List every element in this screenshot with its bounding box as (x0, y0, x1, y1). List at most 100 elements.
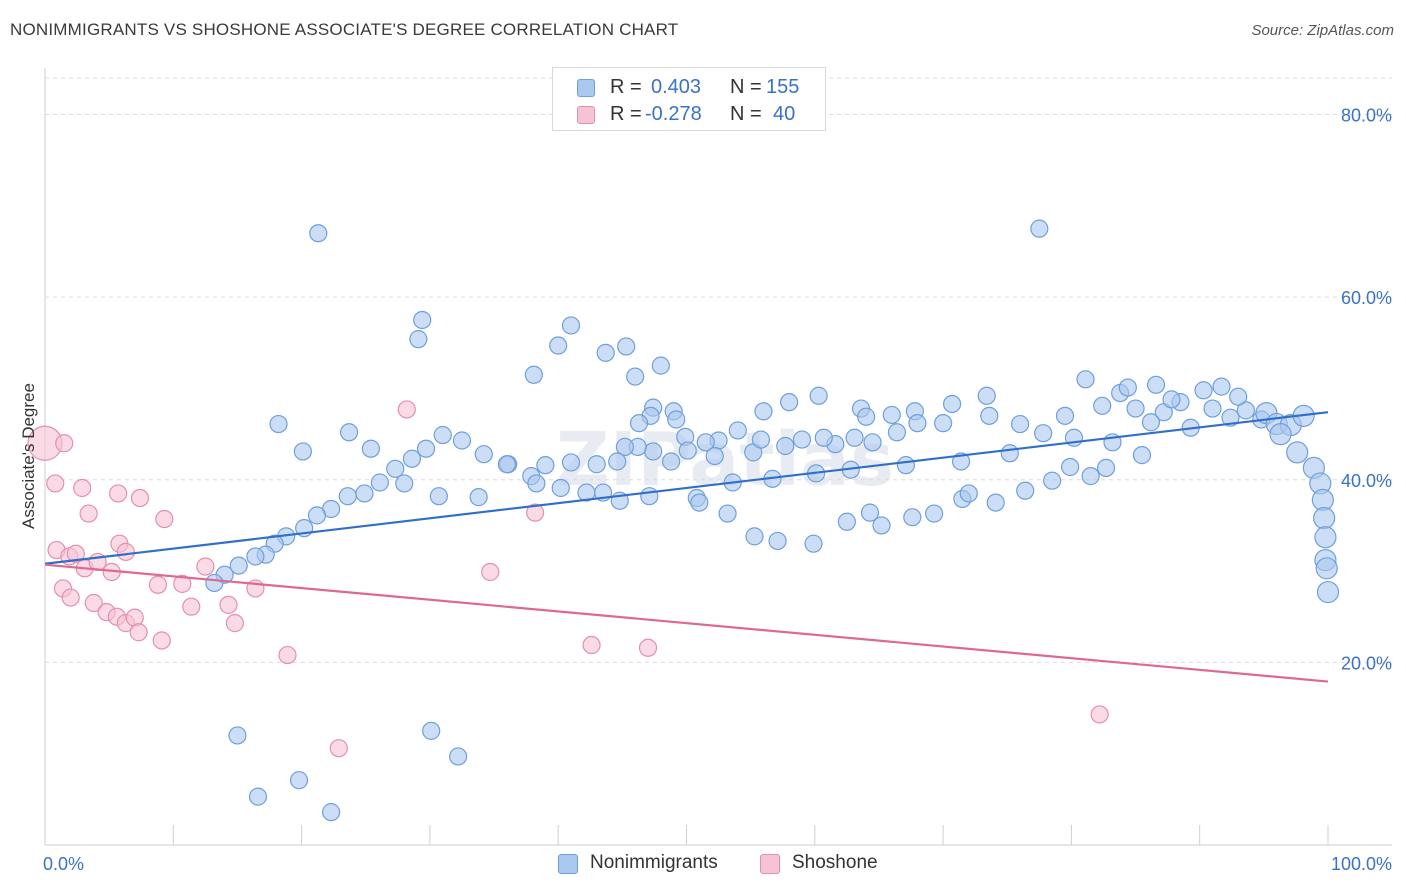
nonimmigrants-point (942, 394, 962, 414)
shoshone-point (152, 631, 171, 650)
shoshone-point (219, 595, 238, 614)
nonimmigrants-point (608, 452, 627, 471)
nonimmigrants-point (422, 721, 441, 740)
nonimmigrants-point (662, 452, 681, 471)
legend-label: Shoshone (792, 852, 878, 873)
nonimmigrants-point (307, 506, 327, 525)
nonimmigrants-point (248, 787, 268, 806)
nonimmigrants-point (474, 445, 493, 464)
nonimmigrants-point (792, 430, 812, 449)
nonimmigrants-point (751, 430, 771, 449)
shoshone-point (109, 484, 128, 503)
nonimmigrants-point (617, 337, 636, 356)
stats-row-nonimmigrants: R = 0.403 N = 155 (553, 74, 825, 102)
nonimmigrants-point (776, 436, 795, 456)
nonimmigrants-point (754, 402, 773, 421)
shoshone-point (73, 478, 92, 498)
nonimmigrants-point (549, 336, 568, 355)
shoshone-point (196, 557, 215, 576)
nonimmigrants-point (409, 330, 428, 349)
nonimmigrants-trend-line (44, 411, 1329, 565)
nonimmigrants-point (908, 414, 927, 433)
nonimmigrants-point (626, 367, 645, 386)
gridlines (45, 77, 1392, 663)
nonimmigrants-point (449, 747, 468, 766)
nonimmigrants-point (651, 356, 670, 375)
nonimmigrants-point (667, 410, 686, 429)
shoshone-point (79, 504, 98, 523)
shoshone-point (278, 645, 297, 665)
r-value: 0.403 (651, 76, 702, 98)
y-axis-label: Associate's Degree (19, 383, 38, 529)
nonimmigrants-point (497, 455, 516, 474)
shoshone-point (582, 635, 601, 655)
nonimmigrants-point (804, 534, 823, 553)
nonimmigrants-point (395, 474, 414, 493)
nonimmigrants-point (1286, 441, 1309, 464)
nonimmigrants-point (1010, 414, 1030, 434)
nonimmigrants-point (269, 414, 288, 434)
nonimmigrants-point (1076, 370, 1095, 389)
nonimmigrants-point (289, 771, 309, 790)
nonimmigrants-point (780, 393, 799, 412)
y-tick-label: 40.0% (1341, 471, 1392, 491)
nonimmigrants-point (696, 433, 715, 452)
nonimmigrants-point (228, 726, 247, 745)
nonimmigrants-point (413, 310, 432, 330)
nonimmigrants-point (845, 428, 864, 447)
nonimmigrants-point (887, 423, 907, 442)
nonimmigrants-point (1314, 526, 1337, 549)
nonimmigrants-point (469, 488, 488, 507)
nonimmigrants-point (386, 459, 405, 478)
nonimmigrants-point (705, 446, 724, 466)
nonimmigrants-point (768, 531, 787, 551)
nonimmigrants-point (338, 487, 357, 506)
shoshone-point (116, 542, 135, 561)
nonimmigrants-point (857, 407, 876, 426)
tick-labels: 20.0% 40.0% 60.0% 80.0% 0.0% 100.0% (43, 106, 1392, 874)
nonimmigrants-point (745, 527, 764, 546)
shoshone-points (27, 400, 1109, 758)
nonimmigrants-point (1313, 507, 1336, 530)
r-value: -0.278 (645, 103, 702, 125)
chart-title: NONIMMIGRANTS VS SHOSHONE ASSOCIATE'S DE… (10, 20, 679, 39)
shoshone-point (481, 562, 500, 582)
nonimmigrants-point (629, 414, 649, 433)
shoshone-point (129, 623, 148, 642)
n-value: 40 (773, 103, 796, 125)
nonimmigrants-point (1316, 580, 1340, 604)
shoshone-point (61, 588, 80, 607)
nonimmigrants-point (837, 512, 856, 531)
shoshone-point (225, 614, 244, 633)
nonimmigrants-point (1141, 413, 1161, 432)
nonimmigrants-point (1203, 399, 1222, 418)
n-label: N = (730, 103, 762, 125)
pink-swatch (760, 854, 780, 874)
nonimmigrants-point (577, 483, 596, 502)
nonimmigrants-point (587, 455, 606, 474)
shoshone-point (182, 597, 201, 616)
nonimmigrants-point (951, 452, 971, 471)
nonimmigrants-point (452, 431, 472, 450)
nonimmigrants-point (615, 437, 635, 456)
shoshone-point (84, 593, 103, 613)
nonimmigrants-point (596, 343, 615, 362)
nonimmigrants-point (872, 516, 891, 535)
nonimmigrants-point (809, 386, 828, 405)
nonimmigrants-point (561, 453, 581, 472)
nonimmigrants-point (205, 573, 224, 593)
nonimmigrants-point (1146, 375, 1166, 394)
nonimmigrants-point (1034, 424, 1053, 443)
nonimmigrants-point (1096, 458, 1116, 477)
nonimmigrants-point (1315, 557, 1338, 580)
legend-label: Nonimmigrants (590, 852, 718, 873)
nonimmigrants-point (986, 493, 1005, 512)
x-tick-label-max: 100.0% (1331, 854, 1392, 874)
nonimmigrants-point (1236, 401, 1255, 420)
nonimmigrants-point (640, 487, 659, 506)
shoshone-point (526, 503, 545, 522)
bottom-legend: Nonimmigrants Shoshone (0, 852, 1406, 878)
stats-row-shoshone: R = -0.278 N = 40 (553, 101, 825, 129)
nonimmigrants-point (561, 316, 581, 335)
nonimmigrants-point (690, 493, 709, 512)
